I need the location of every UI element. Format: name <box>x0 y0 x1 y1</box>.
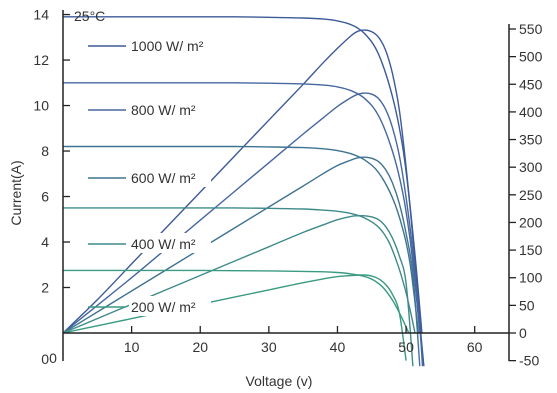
y-right-tick-label: -50 <box>519 353 539 369</box>
y-right-tick-label: 100 <box>519 270 543 286</box>
y-right-tick-label: 550 <box>519 21 543 37</box>
legend-label-bg <box>129 35 211 55</box>
legend-label: 800 W/ m² <box>131 102 196 118</box>
legend-label: 600 W/ m² <box>131 170 196 186</box>
y-left-tick-label: 4 <box>41 234 49 250</box>
y-right-tick-label: 350 <box>519 132 543 148</box>
iv-curve <box>62 145 420 334</box>
x-tick-label: 40 <box>330 339 346 355</box>
y-right-tick-label: 50 <box>519 297 535 313</box>
pv-curve <box>62 29 425 367</box>
x-tick-label: 30 <box>261 339 277 355</box>
iv-curve <box>63 269 410 334</box>
y-right-tick-label: 500 <box>519 49 543 65</box>
temperature-annotation: 25°C <box>74 8 105 24</box>
legend-label-bg <box>129 296 211 316</box>
legend-label: 200 W/ m² <box>131 299 196 315</box>
axes: 10 20 30 40 50 60002468101214-500501001502002… <box>33 7 542 369</box>
x-tick-label: 50 <box>398 339 414 355</box>
x-tick-label: 10 <box>124 339 140 355</box>
legend: 1000 W/ m² 800 W/ m² 600 W/ m² 400 W/ m² 200… <box>88 35 211 316</box>
legend-label-bg <box>129 233 211 253</box>
pv-curve <box>62 214 414 367</box>
x-tick-label: 60 <box>467 339 483 355</box>
y-left-tick-label: 12 <box>33 52 49 68</box>
curves <box>62 16 425 367</box>
legend-label-bg <box>129 99 211 119</box>
y-axis-label-left: Current(A) <box>8 160 24 225</box>
iv-curve <box>63 82 421 334</box>
y-right-tick-label: 450 <box>519 76 543 92</box>
x-axis-label: Voltage (v) <box>246 373 313 389</box>
pv-curve <box>62 156 421 367</box>
legend-label-bg <box>129 167 211 187</box>
y-left-tick-label: 10 <box>33 98 49 114</box>
y-right-tick-label: 150 <box>519 242 543 258</box>
legend-label: 400 W/ m² <box>131 236 196 252</box>
x-origin-label: 0 <box>49 350 57 366</box>
y-left-tick-label: 6 <box>41 189 49 205</box>
legend-label: 1000 W/ m² <box>131 38 204 54</box>
y-right-tick-label: 0 <box>519 325 527 341</box>
pv-curve <box>62 274 407 361</box>
y-left-tick-label: 2 <box>41 280 49 296</box>
iv-curve <box>63 16 423 334</box>
y-left-tick-label: 14 <box>33 7 49 23</box>
y-left-tick-label: 0 <box>41 351 49 367</box>
y-left-tick-label: 8 <box>41 143 49 159</box>
y-right-tick-label: 400 <box>519 104 543 120</box>
y-right-tick-label: 300 <box>519 159 543 175</box>
iv-curve <box>63 207 416 334</box>
pv-curve <box>62 92 424 367</box>
y-right-tick-label: 250 <box>519 187 543 203</box>
y-right-tick-label: 200 <box>519 214 543 230</box>
x-tick-label: 20 <box>192 339 208 355</box>
